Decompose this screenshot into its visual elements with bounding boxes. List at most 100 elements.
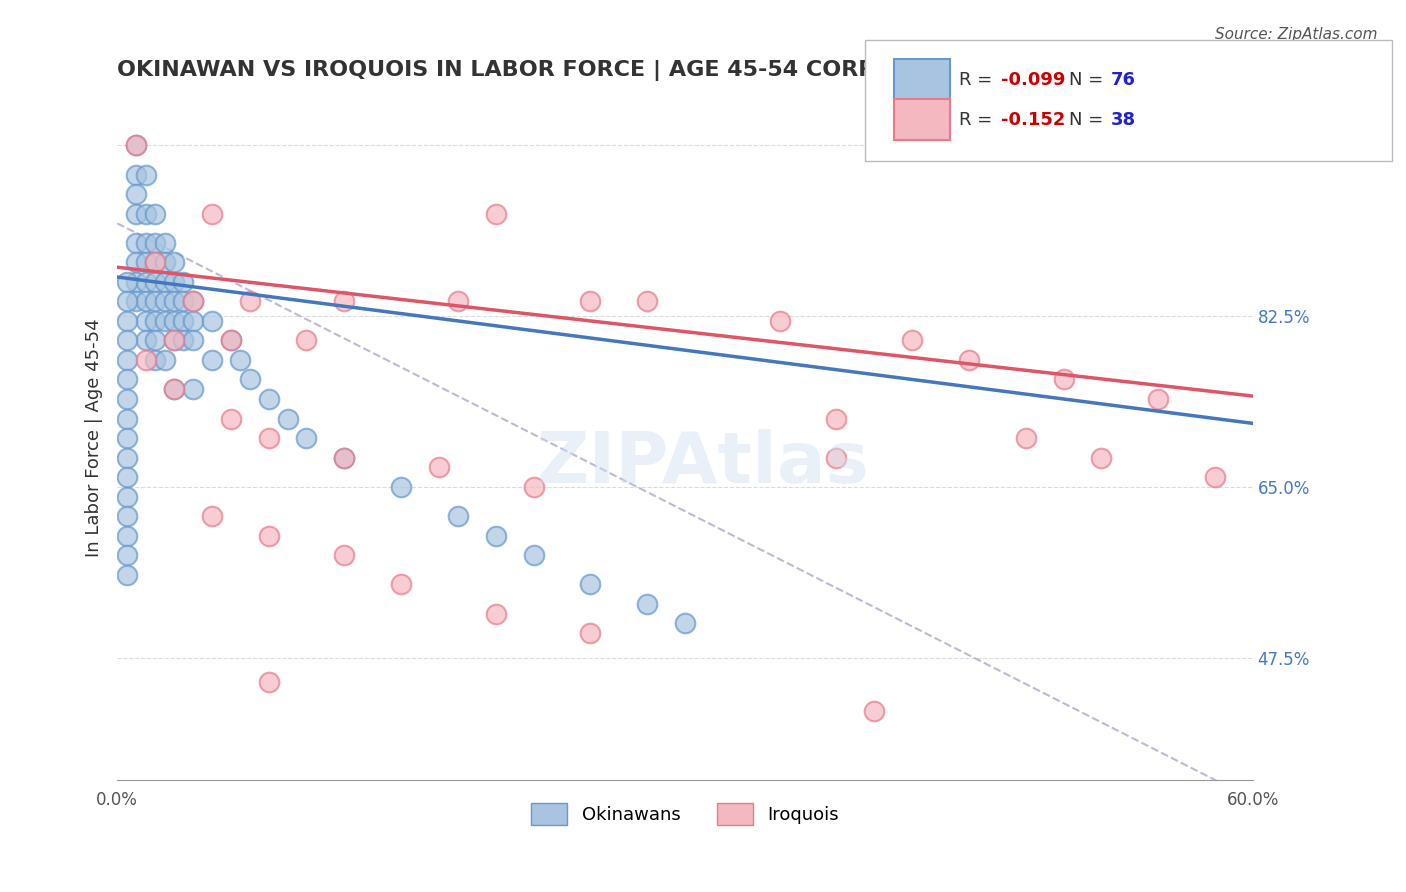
Point — [219, 334, 242, 348]
Point — [172, 294, 194, 309]
Point — [769, 314, 792, 328]
Point — [143, 294, 166, 309]
Text: N =: N = — [1069, 112, 1108, 129]
Point — [153, 353, 176, 368]
Point — [239, 372, 262, 386]
Point — [863, 704, 886, 718]
Point — [125, 275, 148, 289]
Point — [333, 450, 356, 465]
Point — [125, 255, 148, 269]
Point — [115, 528, 138, 542]
Point — [125, 138, 148, 153]
Point — [153, 294, 176, 309]
Point — [389, 577, 412, 591]
Point — [163, 334, 186, 348]
Point — [1015, 431, 1038, 445]
Point — [447, 509, 470, 524]
Text: N =: N = — [1069, 71, 1108, 89]
Point — [115, 275, 138, 289]
Point — [115, 548, 138, 562]
Point — [485, 528, 508, 542]
Text: 76: 76 — [1111, 71, 1136, 89]
Point — [135, 294, 157, 309]
Point — [1204, 470, 1226, 484]
Point — [957, 353, 980, 368]
Point — [115, 450, 138, 465]
Point — [219, 411, 242, 425]
Point — [901, 334, 924, 348]
Point — [153, 235, 176, 250]
Point — [163, 334, 186, 348]
Point — [201, 353, 224, 368]
Point — [143, 334, 166, 348]
Point — [125, 235, 148, 250]
Point — [115, 372, 138, 386]
Point — [125, 187, 148, 202]
Point — [163, 255, 186, 269]
Point — [239, 294, 262, 309]
Point — [485, 206, 508, 220]
Point — [181, 294, 204, 309]
Point — [579, 294, 602, 309]
Point — [115, 431, 138, 445]
Point — [636, 597, 658, 611]
Point — [485, 607, 508, 621]
Text: Source: ZipAtlas.com: Source: ZipAtlas.com — [1215, 27, 1378, 42]
Point — [333, 294, 356, 309]
Point — [636, 294, 658, 309]
Point — [447, 294, 470, 309]
Point — [579, 577, 602, 591]
Text: -0.152: -0.152 — [1001, 112, 1066, 129]
Point — [115, 490, 138, 504]
Point — [579, 626, 602, 640]
Text: R =: R = — [959, 112, 998, 129]
Point — [1090, 450, 1112, 465]
Point — [115, 294, 138, 309]
Point — [389, 480, 412, 494]
Point — [295, 334, 318, 348]
Point — [181, 334, 204, 348]
Point — [1052, 372, 1074, 386]
Point — [125, 294, 148, 309]
Text: -0.099: -0.099 — [1001, 71, 1066, 89]
Point — [163, 382, 186, 396]
Point — [135, 255, 157, 269]
Point — [673, 616, 696, 631]
Point — [143, 235, 166, 250]
Point — [115, 509, 138, 524]
Point — [143, 314, 166, 328]
Point — [125, 138, 148, 153]
Point — [277, 411, 299, 425]
Point — [143, 275, 166, 289]
Point — [143, 255, 166, 269]
Point — [153, 255, 176, 269]
Y-axis label: In Labor Force | Age 45-54: In Labor Force | Age 45-54 — [86, 318, 103, 558]
Point — [115, 470, 138, 484]
Point — [523, 548, 546, 562]
Point — [125, 168, 148, 182]
Point — [229, 353, 252, 368]
Point — [135, 168, 157, 182]
Point — [135, 314, 157, 328]
Point — [172, 275, 194, 289]
Point — [257, 431, 280, 445]
Point — [115, 392, 138, 406]
Point — [163, 275, 186, 289]
Point — [257, 392, 280, 406]
Point — [825, 450, 848, 465]
Point — [181, 382, 204, 396]
Point — [295, 431, 318, 445]
Point — [135, 334, 157, 348]
Point — [219, 334, 242, 348]
Legend: Okinawans, Iroquois: Okinawans, Iroquois — [524, 796, 846, 832]
Point — [523, 480, 546, 494]
Point — [115, 353, 138, 368]
Point — [135, 275, 157, 289]
Point — [115, 314, 138, 328]
Point — [143, 255, 166, 269]
Point — [135, 353, 157, 368]
Text: 38: 38 — [1111, 112, 1136, 129]
Point — [257, 528, 280, 542]
Point — [115, 567, 138, 582]
Point — [181, 294, 204, 309]
